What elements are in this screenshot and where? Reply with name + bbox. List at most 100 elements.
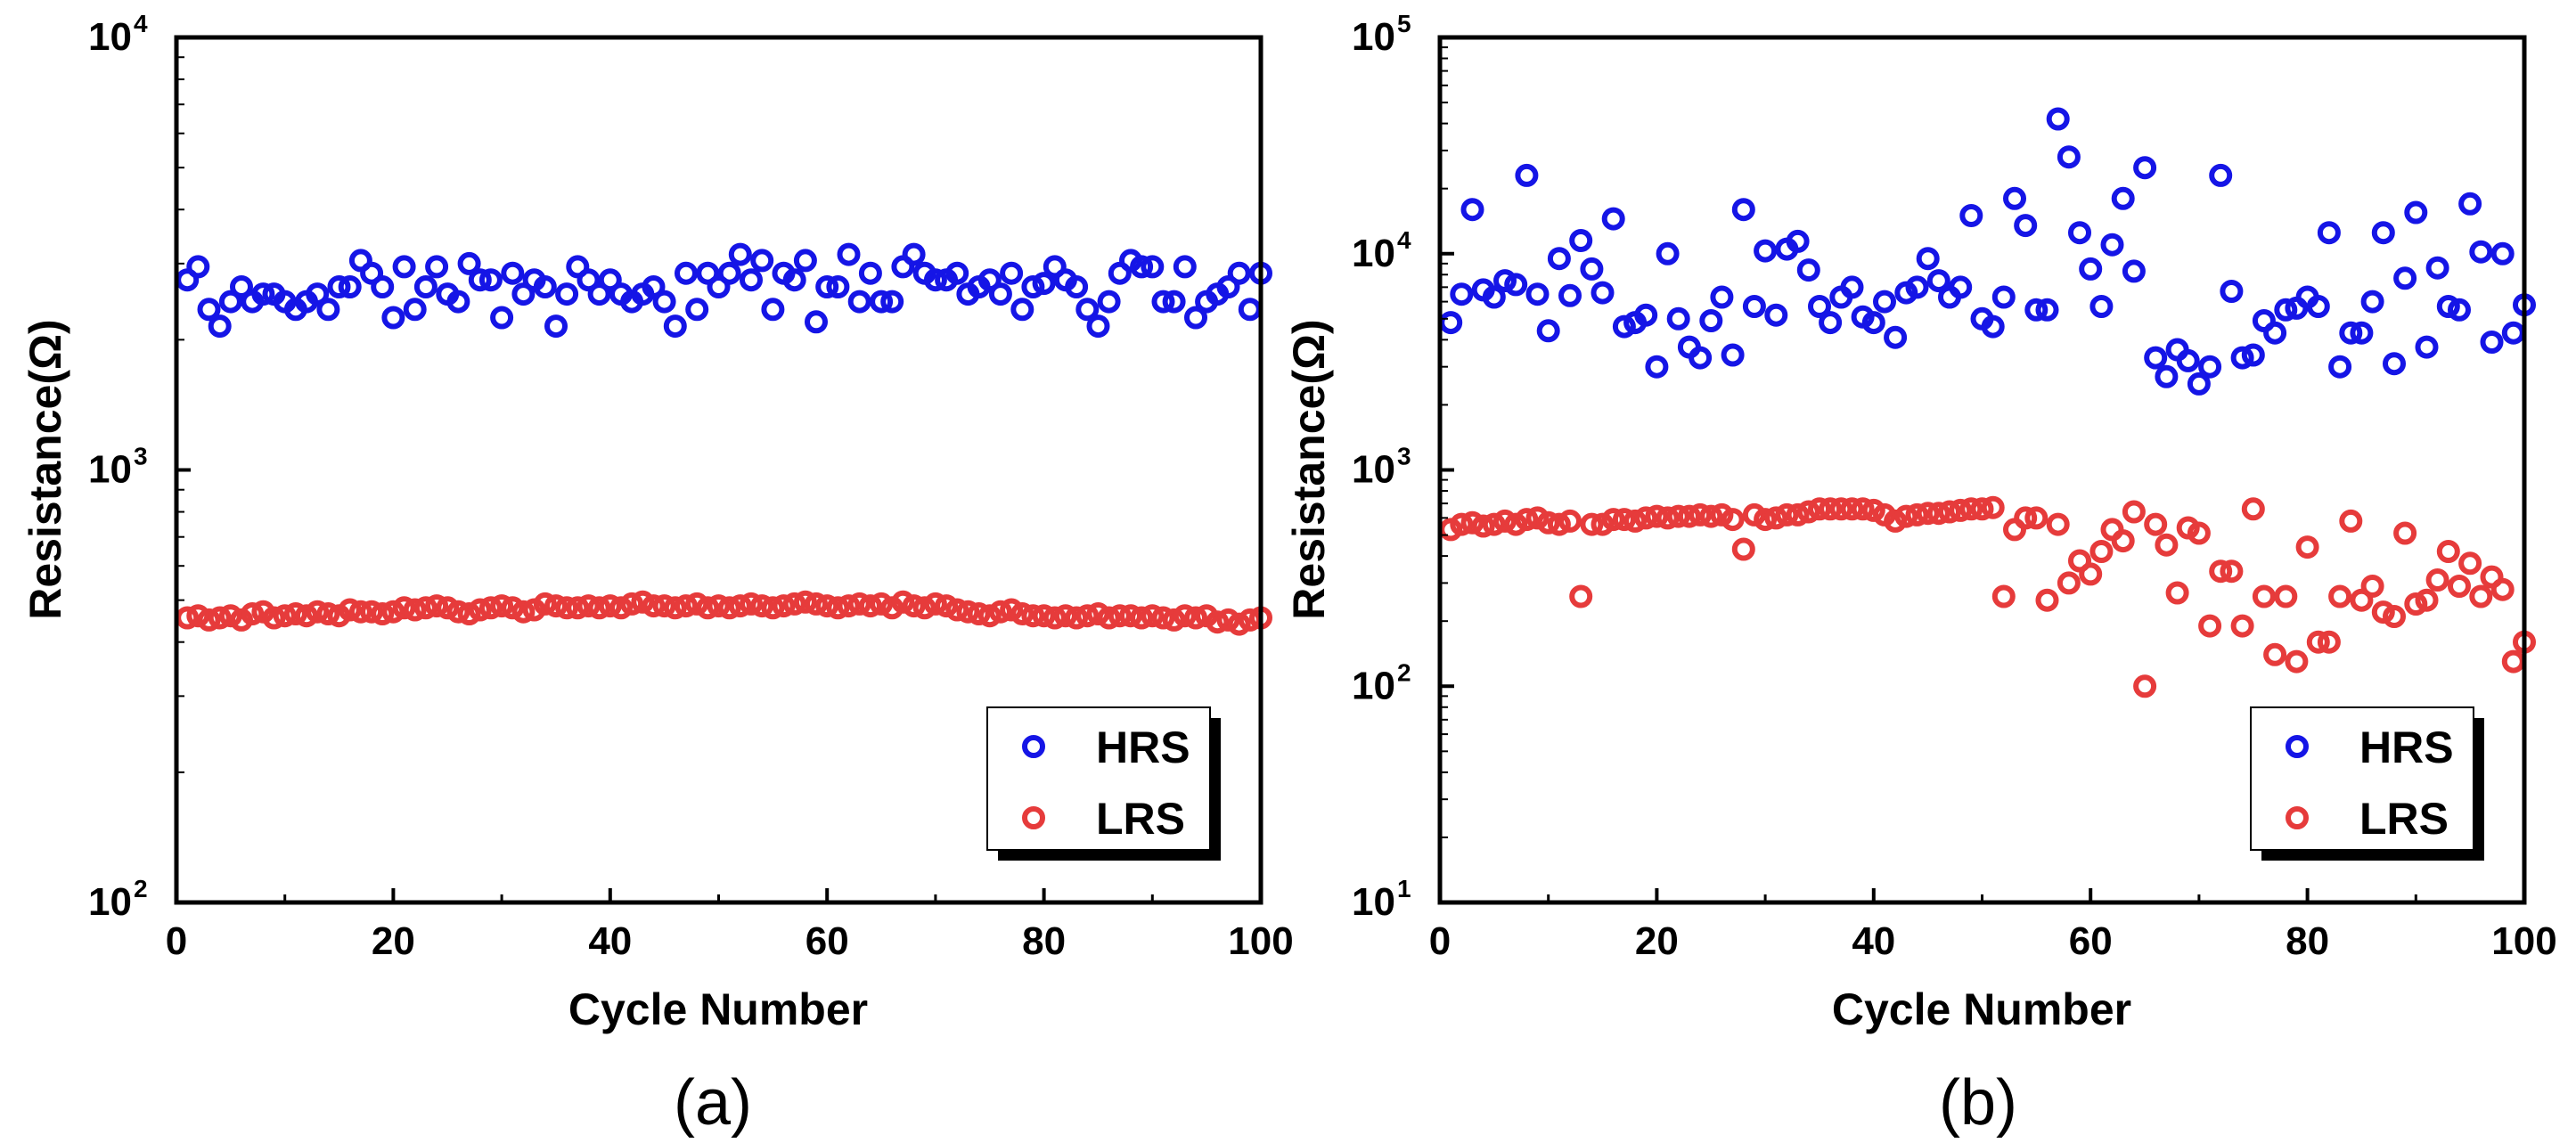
hrs-point (1926, 269, 1950, 293)
lrs-point (935, 594, 959, 618)
hrs-point (1601, 207, 1625, 231)
x-tick-label: 0 (166, 919, 187, 963)
hrs-point (2458, 192, 2482, 216)
lrs-point (587, 596, 611, 620)
y-tick-label: 10 (1352, 664, 1395, 707)
lrs-point (1829, 497, 1853, 521)
lrs-point (858, 594, 882, 618)
lrs-point (1021, 604, 1045, 628)
hrs-point (208, 314, 232, 339)
lrs-point (306, 600, 330, 624)
lrs-point (1808, 497, 1831, 521)
x-tick-label: 60 (2069, 919, 2113, 963)
hrs-point (750, 249, 774, 273)
hrs-point (1450, 282, 1474, 306)
hrs-point (2035, 298, 2059, 322)
hrs-point (1043, 255, 1067, 279)
hrs-point (2111, 186, 2135, 210)
hrs-point (1536, 319, 1560, 343)
hrs-point (805, 310, 828, 334)
hrs-point (566, 255, 590, 279)
lrs-point (2089, 540, 2114, 563)
lrs-point (1053, 604, 1077, 628)
lrs-point (1754, 508, 1778, 532)
lrs-point (1775, 502, 1799, 527)
y-tick-label: 10 (1352, 232, 1395, 275)
hrs-point (1591, 281, 1615, 305)
hrs-point (2448, 298, 2471, 322)
hrs-point (2068, 221, 2091, 245)
hrs-point (1075, 298, 1100, 322)
lrs-point (1525, 506, 1550, 530)
lrs-point (273, 604, 297, 628)
panel-a-x-ticks: 0 20 40 60 80 100 (166, 888, 1294, 963)
lrs-point (1591, 512, 1615, 536)
lrs-point (2252, 584, 2276, 608)
hrs-point (1460, 198, 1484, 222)
lrs-point (2317, 630, 2341, 654)
lrs-point (2133, 674, 2157, 698)
lrs-point (2144, 512, 2168, 536)
lrs-point (2295, 535, 2319, 559)
y-tick-exponent: 4 (1397, 226, 1411, 254)
lrs-point (2230, 614, 2254, 638)
lrs-point (1959, 497, 1983, 521)
lrs-point (511, 600, 536, 624)
lrs-point (425, 594, 449, 618)
hrs-point (1065, 275, 1089, 298)
hrs-point (2079, 257, 2103, 281)
x-tick-label: 80 (1022, 919, 1066, 963)
lrs-point (555, 596, 579, 620)
lrs-point (1905, 502, 1929, 527)
hrs-point (740, 268, 763, 292)
x-tick-label: 100 (2491, 919, 2556, 963)
hrs-point (793, 249, 817, 273)
hrs-point (2469, 240, 2493, 264)
hrs-point (598, 268, 622, 292)
y-tick-label: 10 (88, 880, 132, 924)
lrs-point (1162, 608, 1186, 632)
hrs-point (1840, 275, 1864, 299)
lrs-point (1666, 504, 1690, 528)
lrs-point (1086, 602, 1110, 625)
hrs-point (1173, 255, 1197, 279)
hrs-point (1569, 229, 1593, 252)
hrs-point (1558, 283, 1582, 307)
lrs-point (740, 592, 763, 616)
hrs-point (1731, 198, 1755, 222)
lrs-point (1032, 604, 1056, 628)
hrs-point (880, 290, 904, 314)
hrs-point (1493, 269, 1517, 293)
lrs-point (1151, 606, 1175, 630)
lrs-point (2198, 614, 2222, 638)
lrs-point (1493, 509, 1517, 533)
hrs-point (316, 298, 340, 322)
lrs-point (2404, 592, 2428, 616)
hrs-point (1645, 355, 1669, 379)
y-tick-label: 10 (1352, 15, 1395, 59)
hrs-point (2383, 352, 2406, 376)
hrs-point (587, 282, 611, 306)
hrs-point (2176, 348, 2200, 372)
lrs-point (2350, 588, 2374, 612)
panel-b-x-ticks: 0 20 40 60 80 100 (1429, 888, 2557, 963)
lrs-point (2155, 533, 2179, 557)
hrs-point (457, 251, 481, 275)
lrs-point (1097, 606, 1121, 630)
hrs-point (1808, 295, 1831, 318)
hrs-point (490, 306, 514, 330)
x-tick-label: 40 (588, 919, 632, 963)
hrs-point (577, 268, 601, 292)
lrs-point (241, 602, 265, 625)
hrs-point (1504, 273, 1528, 297)
hrs-point (2100, 233, 2124, 257)
hrs-point (327, 275, 351, 298)
hrs-point (2198, 355, 2222, 379)
lrs-point (2014, 506, 2038, 530)
hrs-point (371, 275, 395, 298)
hrs-point (1742, 295, 1766, 318)
lrs-point (2079, 562, 2103, 586)
hrs-point (977, 268, 1002, 292)
lrs-point (478, 596, 503, 620)
